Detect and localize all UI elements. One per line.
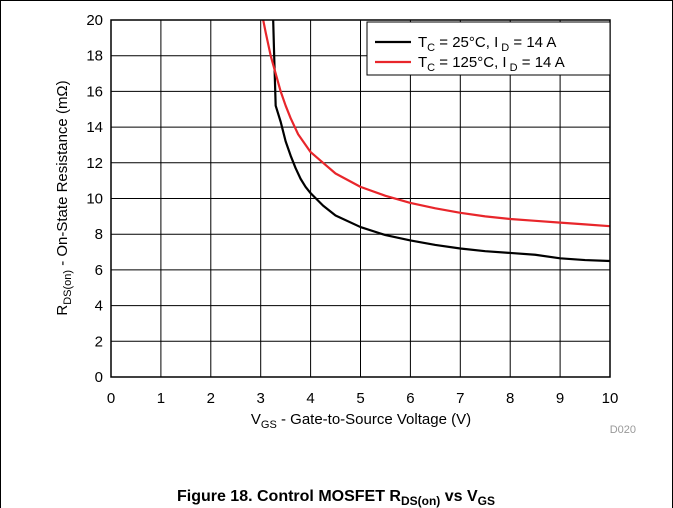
x-tick-label: 4 [306, 390, 314, 407]
x-axis-label-main: V [251, 411, 261, 428]
x-tick-label: 2 [207, 390, 215, 407]
y-axis-label-rest: - On-State Resistance (mΩ) [54, 80, 71, 270]
series-layer [262, 19, 611, 263]
y-tick-label: 14 [86, 119, 103, 136]
y-tick-label: 6 [95, 262, 103, 279]
y-tick-label: 16 [86, 83, 103, 100]
x-tick-label: 3 [257, 390, 265, 407]
legend-125c-b: = 125°C, I [435, 54, 506, 71]
legend: TC = 25°C, I D = 14 A TC = 125°C, I D = … [366, 21, 611, 76]
x-tick-label: 0 [107, 390, 115, 407]
legend-25c-b-sub: D [498, 42, 509, 54]
legend-label-125c: TC = 125°C, I D = 14 A [418, 54, 565, 74]
y-tick-label: 12 [86, 155, 103, 172]
legend-box [366, 21, 611, 76]
caption-text: Figure 18. Control MOSFET R [177, 488, 401, 505]
y-axis-label: RDS(on) - On-State Resistance (mΩ) [54, 80, 74, 315]
y-tick-label: 8 [95, 226, 103, 243]
y-tick-label: 18 [86, 48, 103, 65]
figure-caption: Figure 18. Control MOSFET RDS(on) vs VGS [177, 488, 495, 508]
x-tick-label: 9 [556, 390, 564, 407]
frame-left-border [0, 0, 1, 508]
legend-25c-a-sub: C [427, 42, 435, 54]
caption-sub1: DS(on) [401, 494, 440, 508]
frame-top-border [0, 0, 673, 1]
legend-25c-c: = 14 A [509, 34, 556, 51]
x-tick-label: 1 [157, 390, 165, 407]
caption-mid: vs V [440, 488, 478, 505]
y-tick-label: 20 [86, 12, 103, 29]
legend-125c-c: = 14 A [518, 54, 565, 71]
y-tick-label: 4 [95, 298, 103, 315]
y-tick-label: 0 [95, 369, 103, 386]
x-axis-label-sub: GS [261, 419, 277, 431]
x-tick-label: 8 [506, 390, 514, 407]
plot-frame [110, 19, 611, 378]
y-axis-label-sub: DS(on) [62, 270, 74, 305]
legend-125c-b-sub: D [507, 62, 518, 74]
legend-125c-a-sub: C [427, 62, 435, 74]
legend-label-25c: TC = 25°C, I D = 14 A [418, 34, 556, 54]
y-axis-label-main: R [54, 305, 71, 316]
x-axis-label-rest: - Gate-to-Source Voltage (V) [277, 411, 471, 428]
series-line-125c [262, 19, 611, 228]
caption-sub2: GS [478, 494, 495, 508]
y-tick-label: 10 [86, 191, 103, 208]
y-tick-label: 2 [95, 333, 103, 350]
legend-25c-a: T [418, 34, 427, 51]
x-tick-label: 5 [356, 390, 364, 407]
x-tick-label: 7 [456, 390, 464, 407]
x-tick-label: 10 [602, 390, 619, 407]
legend-125c-a: T [418, 54, 427, 71]
figure-code: D020 [610, 424, 636, 436]
legend-25c-b: = 25°C, I [435, 34, 498, 51]
x-axis-label: VGS - Gate-to-Source Voltage (V) [251, 411, 471, 431]
series-line-25c [272, 19, 611, 263]
x-tick-label: 6 [406, 390, 414, 407]
